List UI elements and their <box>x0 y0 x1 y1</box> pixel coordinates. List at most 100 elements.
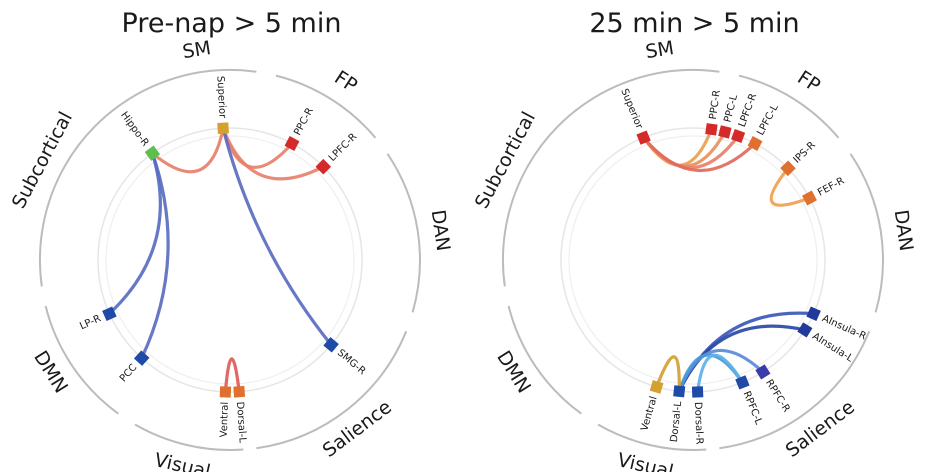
network-group: DMN <box>492 305 582 415</box>
node-marker <box>691 386 704 398</box>
node-marker <box>802 190 817 206</box>
node-ppc-r: PPC-R <box>705 89 723 136</box>
node-marker <box>747 136 763 151</box>
network-label: FP <box>793 66 824 97</box>
connection-edge <box>696 353 744 394</box>
connection-edge <box>221 126 325 181</box>
node-dorsal-l: Dorsal-L <box>669 385 686 443</box>
node-label: LP-R <box>78 313 103 332</box>
node-lp-r: LP-R <box>78 306 117 332</box>
node-label: Ventral <box>639 395 659 432</box>
node-label: PCC <box>118 362 140 384</box>
node-marker <box>315 158 332 175</box>
connection-edge <box>223 357 241 394</box>
network-arc <box>849 153 884 313</box>
node-label: RPFC-L <box>741 390 764 427</box>
network-arc <box>386 153 421 313</box>
network-group: SM <box>621 37 720 85</box>
network-label: Subcortical <box>8 108 77 212</box>
network-label: DAN <box>890 208 918 252</box>
edges <box>107 126 333 394</box>
node-lpfc-r: LPFC-R <box>315 131 359 175</box>
node-dorsal-r: Dorsal-R <box>691 386 704 445</box>
node-marker <box>636 130 651 145</box>
network-label: FP <box>330 66 361 97</box>
node-label: Dorsal-R <box>692 402 704 445</box>
network-arc <box>738 74 840 139</box>
node-pcc: PCC <box>118 350 150 384</box>
node-marker <box>144 145 161 161</box>
node-label: LPFC-L <box>755 102 781 137</box>
node-label: FEF-R <box>816 176 846 199</box>
network-arc <box>158 69 257 85</box>
node-label: LPFC-R <box>327 131 359 163</box>
node-label: Superior <box>618 87 644 131</box>
node-label: Dorsal-L <box>234 401 248 443</box>
network-group: DMN <box>29 305 119 415</box>
node-label: PPC-R <box>708 89 723 120</box>
node-label: Superior <box>214 76 227 120</box>
node-label: RPFC-R <box>763 378 792 415</box>
connectogram-25-min: SM FP DAN Salience Visual DMN Subcortical Super… <box>471 37 918 472</box>
node-label: Dorsal-L <box>669 400 684 443</box>
node-hippo-r: Hippo-R <box>118 110 161 161</box>
node-marker <box>102 306 117 321</box>
panel-title: Pre-nap > 5 min <box>121 8 342 39</box>
node-dorsal-l: Dorsal-L <box>233 385 248 444</box>
network-arc <box>134 423 244 451</box>
node-marker <box>780 160 796 177</box>
network-label: Salience <box>782 396 859 462</box>
node-ips-r: IPS-R <box>780 140 818 177</box>
connection-edge <box>642 136 757 173</box>
network-group: Subcortical <box>8 82 160 287</box>
node-marker <box>219 386 232 398</box>
node-marker <box>735 375 750 390</box>
network-label: Salience <box>319 396 396 462</box>
node-label: SMG-R <box>335 347 368 377</box>
network-arc <box>597 423 707 451</box>
network-label: SM <box>644 37 676 63</box>
network-label: Visual <box>152 449 212 472</box>
network-group: Visual <box>597 423 707 472</box>
network-group: DAN <box>386 153 455 313</box>
node-marker <box>797 322 813 338</box>
network-label: Visual <box>615 449 675 472</box>
panel-title: 25 min > 5 min <box>589 8 800 39</box>
connection-edge <box>140 151 170 360</box>
network-label: DAN <box>427 208 455 252</box>
connection-edge <box>655 355 681 393</box>
network-arc <box>275 74 377 139</box>
node-marker <box>323 337 339 353</box>
guide-ring-inner <box>568 135 818 385</box>
node-smg-r: SMG-R <box>323 337 368 377</box>
node-label: IPS-R <box>792 140 818 166</box>
node-label: LPFC-R <box>737 92 759 129</box>
node-marker <box>133 350 150 366</box>
node-label: AInsula-L <box>810 331 855 365</box>
network-group: Subcortical <box>471 82 623 287</box>
network-group: FP <box>275 66 377 139</box>
connection-edge <box>107 151 162 316</box>
connection-edge <box>150 126 225 174</box>
node-marker <box>731 128 746 144</box>
node-marker <box>233 385 246 398</box>
node-label: Ventral <box>219 402 231 438</box>
network-arc <box>256 330 408 450</box>
guide-ring-inner <box>105 135 355 385</box>
network-arc <box>44 305 119 415</box>
network-arc <box>621 69 720 85</box>
edges <box>642 127 816 394</box>
node-marker <box>806 306 821 321</box>
node-superior: Superior <box>214 76 229 134</box>
network-group: SM <box>158 37 257 85</box>
node-marker <box>705 123 718 136</box>
panel-25-min: 25 min > 5 min SM FP DAN Salience Visual DMN S… <box>463 0 926 472</box>
node-ppc-r: PPC-R <box>284 106 316 151</box>
network-arc <box>507 305 582 415</box>
network-arc <box>501 82 623 287</box>
node-rpfc-l: RPFC-L <box>735 375 764 427</box>
connection-edge <box>221 126 333 347</box>
node-superior: Superior <box>618 87 651 145</box>
node-label: Hippo-R <box>118 110 150 149</box>
panel-pre-nap: Pre-nap > 5 min SM FP DAN Salience Visual DMN… <box>8 8 455 472</box>
